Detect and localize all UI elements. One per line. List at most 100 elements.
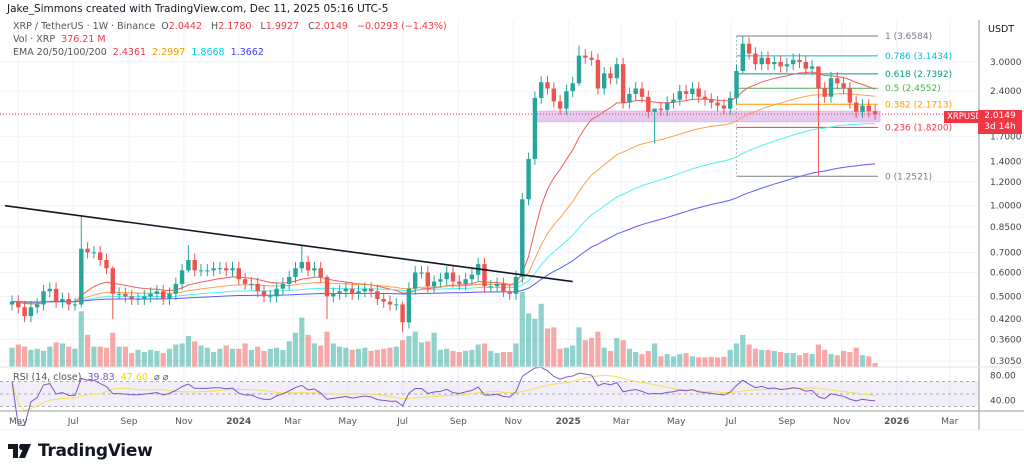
candle-body xyxy=(809,66,815,69)
volume-bar xyxy=(513,343,519,367)
candle-body xyxy=(299,262,304,269)
time-tick-label: May xyxy=(667,417,686,427)
candle-body xyxy=(413,272,418,289)
candle-body xyxy=(394,304,399,306)
candle-body xyxy=(791,59,796,65)
fib-level-label: 1 (3.6584) xyxy=(885,32,932,42)
volume-bar xyxy=(582,340,588,367)
volume-bar xyxy=(148,349,154,367)
volume-bar xyxy=(639,354,645,367)
high-value: 2.1780 xyxy=(218,21,252,32)
volume-bar xyxy=(689,356,695,367)
volume-bar xyxy=(658,356,664,367)
candle-body xyxy=(85,248,90,253)
volume-bar xyxy=(790,353,796,367)
rsi-label[interactable]: RSI (14, close) xyxy=(13,372,82,383)
tradingview-logo[interactable]: TradingView xyxy=(8,441,153,461)
volume-bar xyxy=(110,332,116,367)
candle-body xyxy=(236,268,241,280)
volume-bar xyxy=(475,344,481,367)
candle-body xyxy=(337,291,342,294)
price-tick-label: 1.2000 xyxy=(990,178,1022,188)
volume-bar xyxy=(872,362,878,367)
volume-bar xyxy=(507,352,513,367)
volume-bar xyxy=(274,347,280,367)
volume-bar xyxy=(248,349,254,367)
candle-body xyxy=(488,286,493,288)
volume-bar xyxy=(538,303,544,367)
volume-bar xyxy=(519,292,525,367)
candle-body xyxy=(280,283,286,289)
candle-body xyxy=(211,268,216,271)
ema100-line xyxy=(11,122,876,303)
support-zone xyxy=(0,110,979,123)
candle-body xyxy=(627,93,632,103)
candle-body xyxy=(671,99,676,103)
fib-level-label: 0.5 (2.4552) xyxy=(885,84,941,94)
credit-line: Jake_Simmons created with TradingView.co… xyxy=(7,3,389,15)
volume-bar xyxy=(803,353,809,367)
volume-bar xyxy=(47,346,53,367)
candle-body xyxy=(287,276,292,284)
candle-body xyxy=(646,96,651,112)
volume-bar xyxy=(771,350,777,367)
fib-retracement[interactable]: 1 (3.6584) 0.786 (3.1434) 0.618 (2.7392) 0.… xyxy=(736,32,953,182)
price-tick-label: 0.3600 xyxy=(990,335,1022,345)
candle-body xyxy=(28,307,34,317)
ema-label[interactable]: EMA 20/50/100/200 xyxy=(13,47,107,58)
rsi-tick-label: 80.00 xyxy=(990,371,1016,381)
volume-label[interactable]: Vol · XRP xyxy=(13,34,56,45)
volume-bar xyxy=(683,353,689,367)
tradingview-logo-text: TradingView xyxy=(38,441,153,461)
volume-bar xyxy=(815,344,821,367)
candle-body xyxy=(513,276,519,294)
candle-body xyxy=(350,288,355,294)
open-label: O xyxy=(161,21,169,32)
volume-bar xyxy=(141,352,147,367)
volume-bar xyxy=(318,345,324,367)
volume-bar xyxy=(425,341,431,367)
volume-bar xyxy=(570,345,576,367)
volume-bar xyxy=(299,317,305,367)
fib-level-label: 0.618 (2.7392) xyxy=(885,70,952,80)
candle-body xyxy=(866,105,871,112)
candle-body xyxy=(728,97,733,109)
volume-bar xyxy=(532,318,538,367)
candle-body xyxy=(816,66,821,89)
candle-body xyxy=(526,158,531,200)
candle-body xyxy=(683,91,689,94)
candle-body xyxy=(450,272,456,282)
volume-bar xyxy=(601,347,607,367)
volume-bar xyxy=(437,349,443,367)
candle-body xyxy=(753,53,758,65)
volume-bar xyxy=(595,331,601,367)
volume-bar xyxy=(166,348,173,367)
candle-body xyxy=(387,301,393,305)
candle-body xyxy=(186,260,191,271)
currency-label[interactable]: USDT xyxy=(988,24,1015,35)
change-value: −0.0293 (−1.43%) xyxy=(356,21,447,32)
candle-body xyxy=(324,276,330,297)
volume-bar xyxy=(721,356,727,367)
candle-body xyxy=(35,304,40,308)
volume-bar xyxy=(393,346,399,367)
trendline[interactable] xyxy=(4,204,573,283)
ema-legend: EMA 20/50/100/200 2.4361 2.2997 1.8668 1… xyxy=(13,47,267,58)
volume-bar xyxy=(97,346,103,367)
candle-body xyxy=(652,108,657,112)
volume-bar xyxy=(135,349,141,367)
volume-bar xyxy=(702,357,708,367)
ema-lines xyxy=(11,71,876,305)
fib-level-label: 0.382 (2.1713) xyxy=(885,100,952,110)
volume-bar xyxy=(696,357,702,367)
candle-body xyxy=(60,299,65,302)
volume-bar xyxy=(59,343,65,367)
close-label: C xyxy=(308,21,315,32)
volume-bar xyxy=(557,348,563,367)
volume-bar xyxy=(463,350,469,367)
volume-bar xyxy=(116,346,122,367)
candle-body xyxy=(545,82,550,89)
symbol-name[interactable]: XRP / TetherUS · 1W · Binance xyxy=(13,21,156,32)
high-label: H xyxy=(211,21,219,32)
